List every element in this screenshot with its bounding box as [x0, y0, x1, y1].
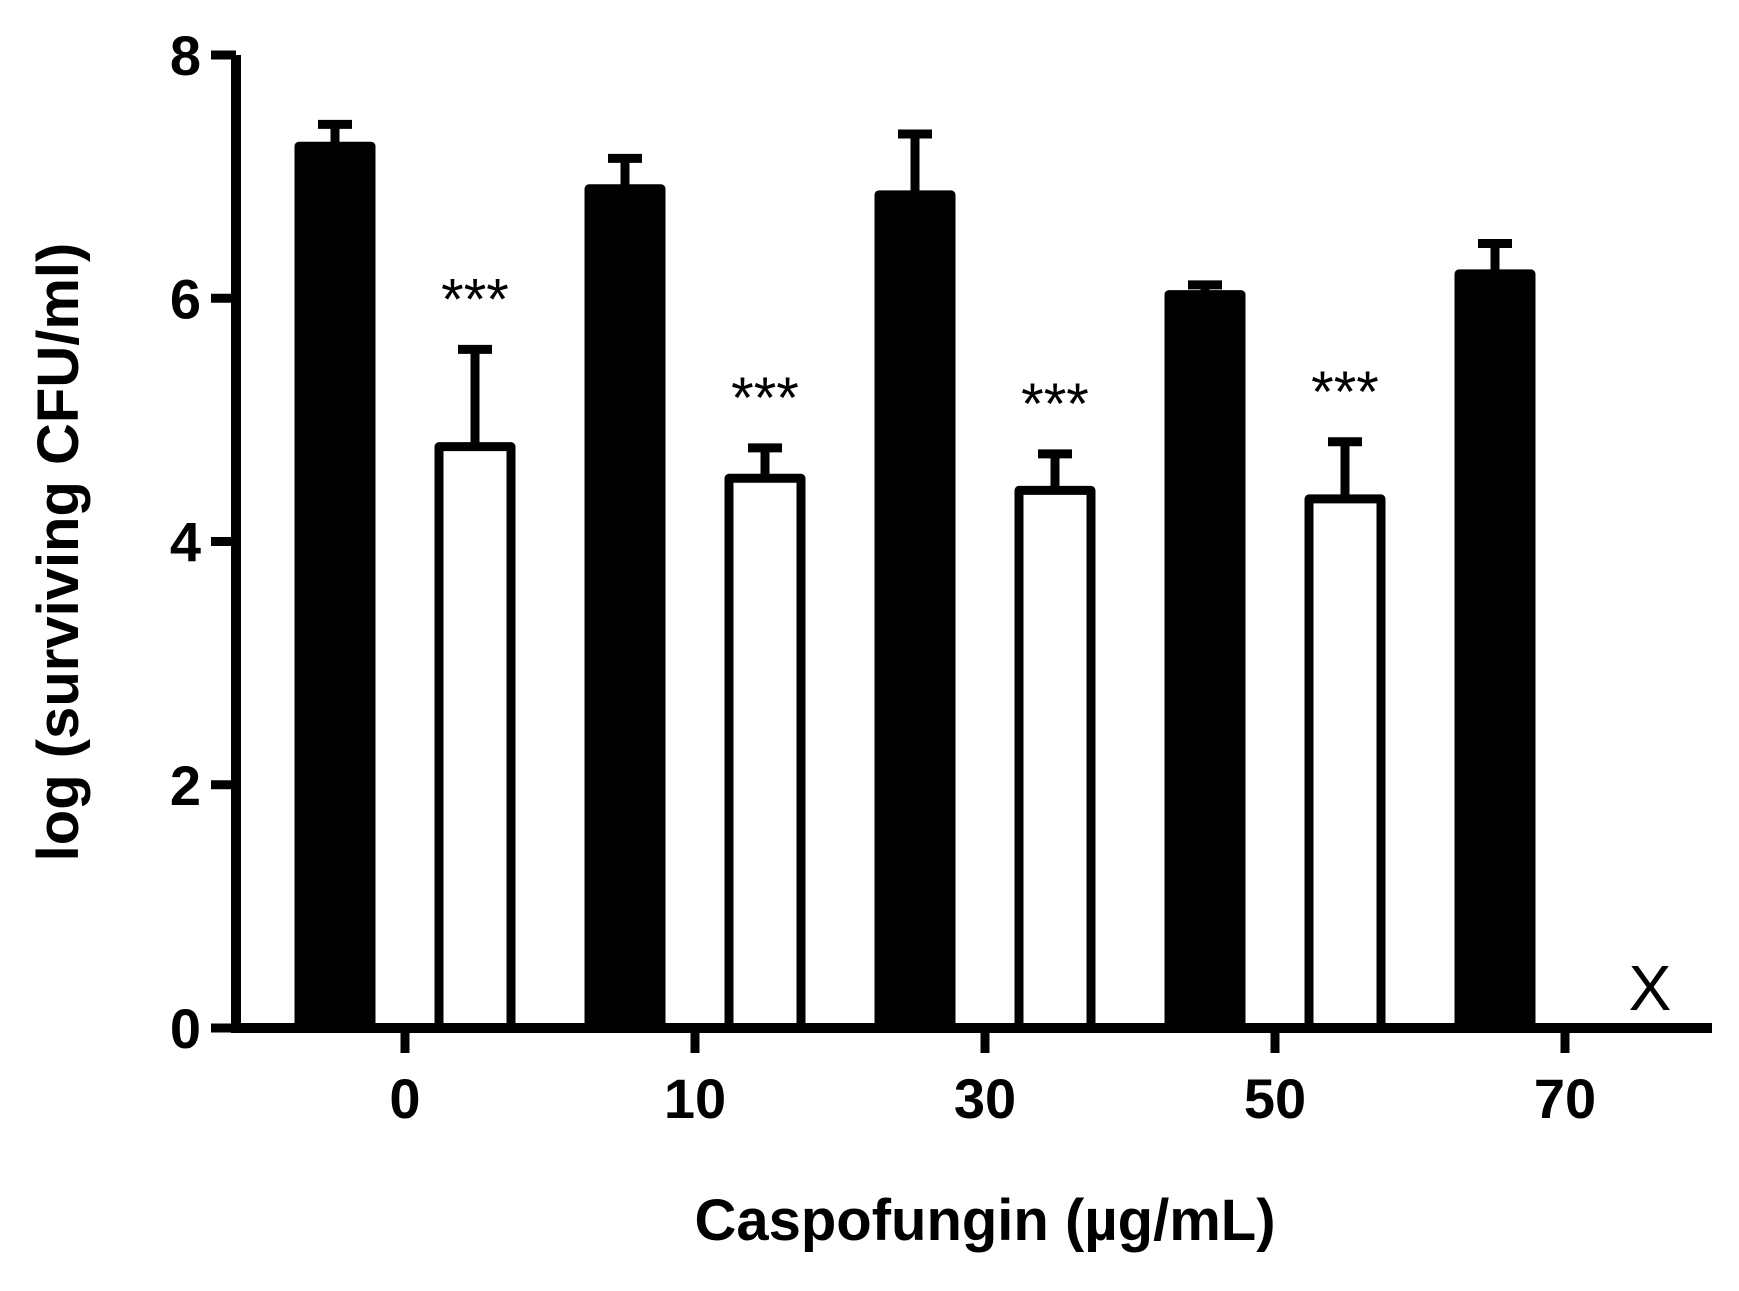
bar-filled-50 — [1164, 290, 1246, 1033]
bar-open-30 — [1014, 485, 1096, 1033]
y-tick-label-8: 8 — [170, 24, 201, 87]
y-tick-label-2: 2 — [170, 754, 201, 817]
bar-open-10 — [724, 473, 806, 1033]
bar-filled-70 — [1454, 269, 1536, 1033]
x-axis-label: Caspofungin (µg/mL) — [694, 1188, 1275, 1253]
bar-filled-30 — [874, 190, 956, 1033]
x-tick-label-30: 30 — [954, 1067, 1016, 1130]
labels-layer: *** 0 *** 10 *** 30 *** 50 X 70 0 2 4 6 8 — [170, 24, 1672, 1130]
x-tick-label-50: 50 — [1244, 1067, 1306, 1130]
x-tick-label-0: 0 — [389, 1067, 420, 1130]
bar-open-50 — [1304, 494, 1386, 1033]
significance-label-70: X — [1629, 952, 1672, 1024]
significance-label-30: *** — [1021, 372, 1089, 437]
significance-label-50: *** — [1311, 360, 1379, 425]
y-axis-label: log (surviving CFU/ml) — [26, 243, 91, 862]
x-tick-label-70: 70 — [1534, 1067, 1596, 1130]
significance-label-10: *** — [731, 366, 799, 431]
axes-layer — [211, 50, 1712, 1053]
bars-layer — [294, 119, 1536, 1033]
significance-label-0: *** — [441, 267, 509, 332]
bar-filled-0 — [294, 141, 376, 1033]
x-tick-label-10: 10 — [664, 1067, 726, 1130]
bar-open-0 — [434, 442, 516, 1033]
bar-filled-10 — [584, 184, 666, 1033]
y-tick-label-0: 0 — [170, 997, 201, 1060]
y-tick-label-6: 6 — [170, 267, 201, 330]
y-tick-label-4: 4 — [170, 511, 201, 574]
